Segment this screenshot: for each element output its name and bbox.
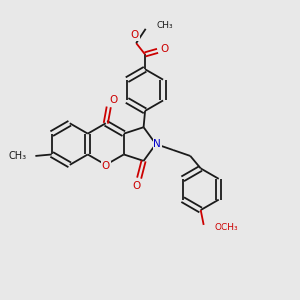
Text: O: O [133, 181, 141, 190]
Text: CH₃: CH₃ [9, 151, 27, 161]
Text: O: O [109, 95, 117, 105]
Text: O: O [102, 161, 110, 171]
Text: O: O [160, 44, 168, 54]
Text: CH₃: CH₃ [156, 21, 173, 30]
Text: N: N [153, 139, 161, 149]
Text: OCH₃: OCH₃ [215, 224, 238, 232]
Text: O: O [130, 30, 139, 40]
